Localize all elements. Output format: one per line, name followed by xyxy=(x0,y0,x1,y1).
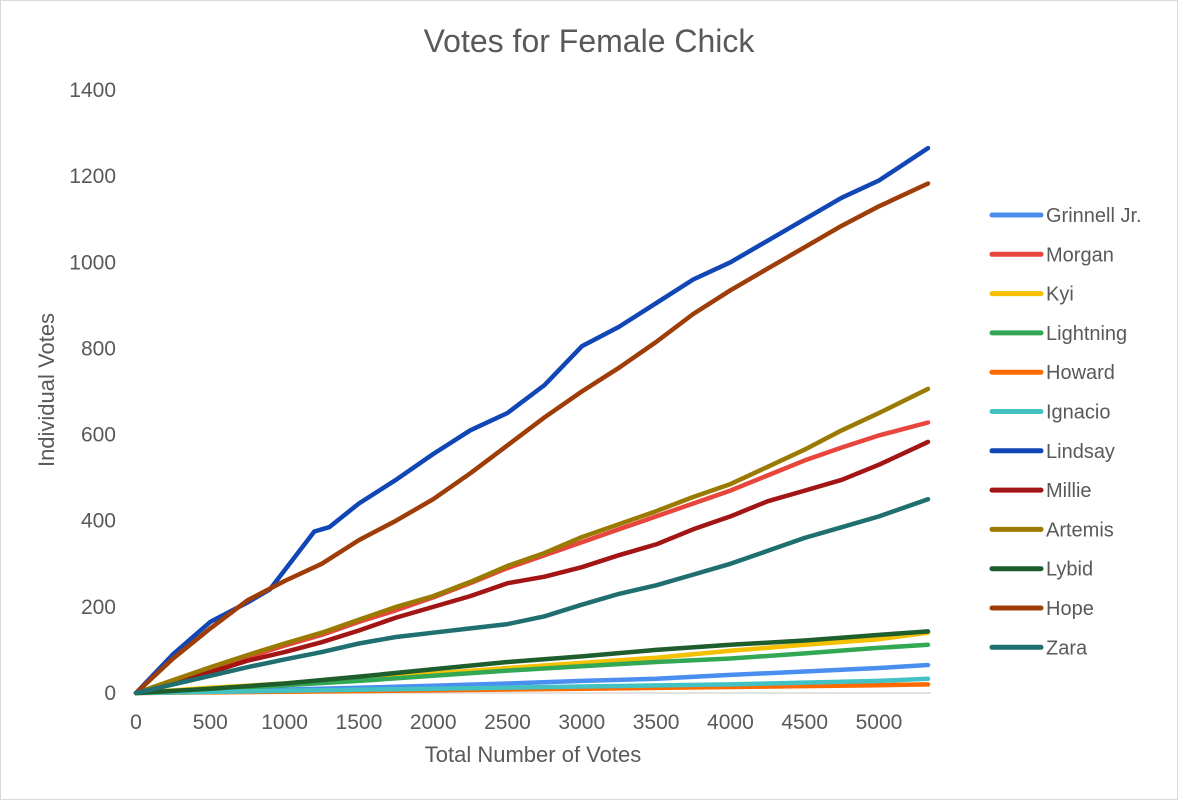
legend-item: Zara xyxy=(989,637,1088,659)
legend-item: Millie xyxy=(989,480,1092,502)
y-tick-label: 600 xyxy=(81,424,116,447)
y-axis-ticks: 0 200 400 600 800 1000 1200 1400 xyxy=(69,79,116,705)
y-tick-label: 0 xyxy=(104,682,116,705)
legend-label: Howard xyxy=(1046,362,1115,384)
legend-item: Hope xyxy=(989,598,1094,620)
x-tick-label: 2500 xyxy=(484,711,531,734)
y-tick-label: 800 xyxy=(81,337,116,360)
series-line-lybid xyxy=(133,629,931,696)
legend-item: Kyi xyxy=(989,284,1074,306)
y-tick-label: 1000 xyxy=(69,251,116,274)
legend-item: Morgan xyxy=(989,244,1114,266)
y-axis-title: Individual Votes xyxy=(34,313,59,467)
series-line-millie xyxy=(133,439,931,696)
x-axis-ticks: 0 500 1000 1500 2000 2500 3000 3500 4000 4500 5000 xyxy=(130,711,902,734)
legend-item: Artemis xyxy=(989,519,1114,541)
legend-label: Zara xyxy=(1046,637,1088,659)
x-tick-label: 0 xyxy=(130,711,142,734)
series-line-artemis xyxy=(133,386,931,696)
legend-item: Ignacio xyxy=(989,402,1111,424)
series-line-lindsay xyxy=(133,145,931,696)
legend: Grinnell Jr. Morgan Kyi Lightning Howard Igna… xyxy=(989,205,1142,659)
legend-label: Millie xyxy=(1046,480,1092,502)
series-line-ignacio xyxy=(133,676,931,696)
x-tick-label: 4000 xyxy=(707,711,754,734)
chart-title: Votes for Female Chick xyxy=(424,23,756,59)
legend-item: Lybid xyxy=(989,559,1093,581)
legend-item: Grinnell Jr. xyxy=(989,205,1142,227)
y-tick-label: 1400 xyxy=(69,79,116,102)
legend-item: Lightning xyxy=(989,323,1127,345)
legend-label: Lightning xyxy=(1046,323,1127,345)
legend-label: Grinnell Jr. xyxy=(1046,205,1142,227)
series-lines xyxy=(133,145,931,696)
legend-label: Hope xyxy=(1046,598,1094,620)
x-tick-label: 1000 xyxy=(261,711,308,734)
legend-item: Lindsay xyxy=(989,441,1115,463)
x-tick-label: 5000 xyxy=(856,711,903,734)
y-tick-label: 400 xyxy=(81,510,116,533)
y-tick-label: 200 xyxy=(81,596,116,619)
legend-label: Kyi xyxy=(1046,284,1074,306)
legend-item: Howard xyxy=(989,362,1115,384)
x-tick-label: 3000 xyxy=(558,711,605,734)
legend-label: Ignacio xyxy=(1046,402,1111,424)
series-line-hope xyxy=(133,181,931,696)
x-tick-label: 2000 xyxy=(410,711,457,734)
legend-label: Lindsay xyxy=(1046,441,1115,463)
legend-label: Morgan xyxy=(1046,244,1114,266)
x-tick-label: 4500 xyxy=(781,711,828,734)
series-line-zara xyxy=(133,496,931,696)
legend-label: Artemis xyxy=(1046,519,1114,541)
x-tick-label: 1500 xyxy=(336,711,383,734)
legend-label: Lybid xyxy=(1046,559,1093,581)
x-tick-label: 500 xyxy=(193,711,228,734)
x-tick-label: 3500 xyxy=(633,711,680,734)
x-axis-title: Total Number of Votes xyxy=(425,742,641,767)
y-tick-label: 1200 xyxy=(69,165,116,188)
